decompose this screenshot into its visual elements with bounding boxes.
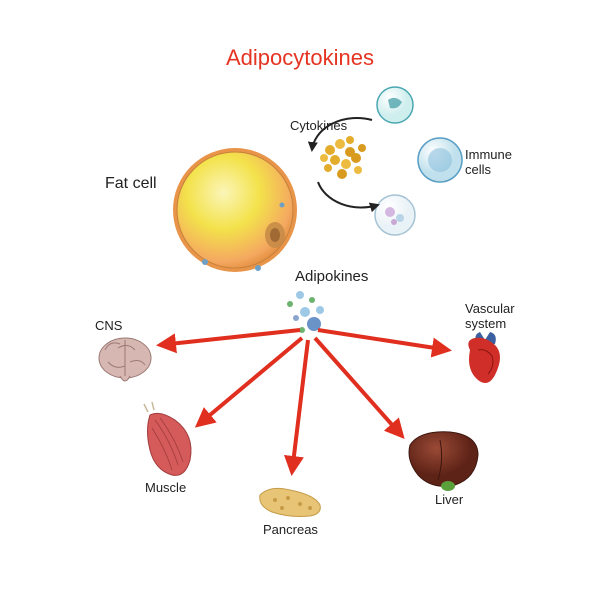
adipokines-icon	[287, 291, 324, 333]
vascular-label: Vascular system	[465, 302, 515, 332]
muscle-label: Muscle	[145, 480, 186, 495]
cytokines-icon	[320, 136, 366, 179]
immune-cell-icon	[375, 195, 415, 235]
brain-icon	[99, 338, 151, 381]
fat-cell-label: Fat cell	[105, 175, 157, 193]
diagram-title: Adipocytokines	[226, 45, 374, 71]
heart-icon	[468, 332, 500, 383]
immune-cell-icon	[377, 87, 413, 123]
muscle-icon	[144, 402, 191, 475]
adipokines-label: Adipokines	[295, 268, 368, 285]
fat-cell-icon	[173, 148, 297, 272]
pancreas-label: Pancreas	[263, 522, 318, 537]
immune-cells-label: Immune cells	[465, 148, 512, 178]
target-arrows	[160, 330, 448, 472]
cns-label: CNS	[95, 318, 122, 333]
cytokines-label: Cytokines	[290, 118, 347, 133]
liver-label: Liver	[435, 492, 463, 507]
immune-cell-icon	[418, 138, 462, 182]
liver-icon	[409, 432, 478, 491]
pancreas-icon	[260, 488, 321, 516]
